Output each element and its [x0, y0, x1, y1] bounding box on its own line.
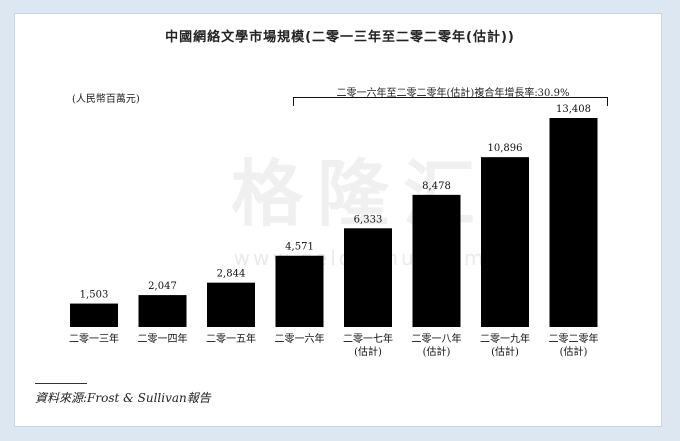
bar-7 — [481, 157, 529, 327]
bar-3 — [207, 282, 255, 327]
category-label-6: 二零一八年 — [412, 332, 462, 345]
data-label-3: 2,844 — [217, 269, 246, 280]
category-label-8: 二零二零年 — [549, 332, 599, 345]
category-label-1: 二零一三年 — [69, 332, 119, 345]
category-label-7-note: (估計) — [491, 345, 519, 358]
bar-4 — [275, 255, 324, 327]
bar-6 — [412, 194, 461, 327]
data-label-5: 6,333 — [354, 214, 383, 225]
bar-2 — [138, 295, 187, 327]
category-label-8-note: (估計) — [560, 345, 588, 358]
cagr-bracket — [293, 97, 608, 106]
unit-label: (人民幣百萬元) — [72, 94, 140, 105]
category-label-5-note: (估計) — [354, 345, 382, 358]
data-label-8: 13,408 — [556, 104, 591, 115]
cagr-label: 二零一六年至二零二零年(估計)複合年增長率:30.9% — [336, 88, 570, 99]
category-label-2: 二零一四年 — [138, 332, 188, 345]
data-label-7: 10,896 — [488, 143, 523, 154]
category-label-4: 二零一六年 — [275, 332, 325, 345]
bar-8 — [549, 118, 598, 327]
data-label-4: 4,571 — [285, 242, 314, 253]
source-note: 資料來源:Frost & Sullivan報告 — [35, 391, 211, 405]
data-label-2: 2,047 — [148, 281, 177, 292]
category-label-6-note: (估計) — [423, 345, 451, 358]
category-label-5: 二零一七年 — [343, 332, 393, 345]
bar-5 — [344, 228, 392, 327]
chart-title: 中國網絡文學市場規模(二零一三年至二零二零年(估計)) — [165, 30, 515, 45]
source-divider — [35, 383, 87, 384]
bar-1 — [70, 303, 118, 327]
category-label-7: 二零一九年 — [480, 332, 530, 345]
data-label-1: 1,503 — [80, 290, 109, 301]
category-label-3: 二零一五年 — [206, 332, 256, 345]
data-label-6: 8,478 — [422, 181, 451, 192]
